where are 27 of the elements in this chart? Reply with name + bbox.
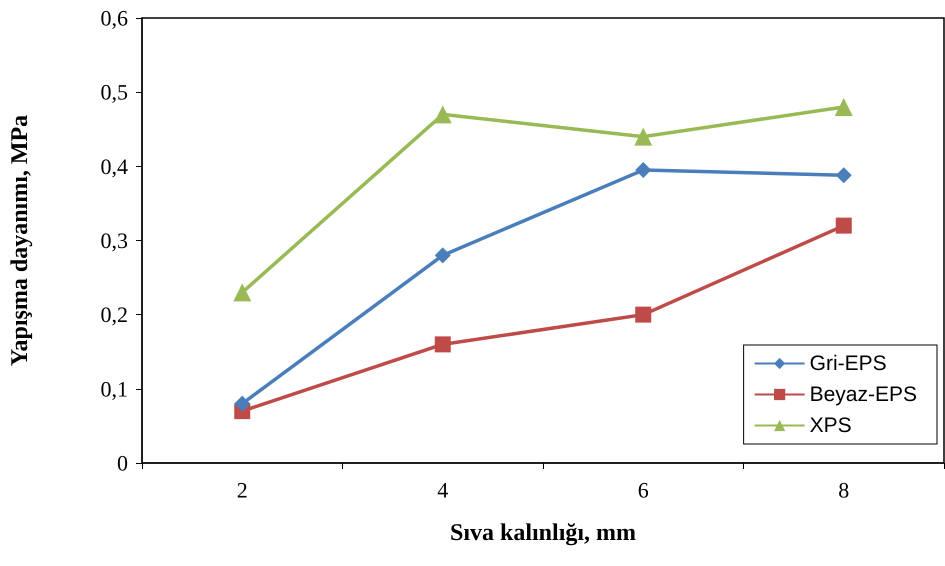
- point: [635, 162, 652, 178]
- point: [434, 105, 452, 124]
- point: [634, 128, 652, 146]
- x-tick-label: 8: [838, 478, 850, 502]
- y-tick-label: 0,1: [100, 376, 128, 402]
- x-tick-label: 6: [638, 478, 649, 502]
- y-tick-label: 0,4: [100, 154, 128, 179]
- point: [434, 336, 451, 352]
- x-tick-label: 4: [437, 478, 448, 502]
- y-tick-label: 0,6: [100, 6, 128, 30]
- y-tick-label: 0,2: [100, 302, 128, 328]
- x-axis-title: Sıva kalınlığı, mm: [450, 520, 636, 546]
- point: [836, 167, 852, 184]
- point: [834, 98, 853, 116]
- legend-label: Gri-EPS: [810, 352, 887, 375]
- point: [836, 218, 852, 234]
- x-tick-label: 2: [236, 478, 248, 502]
- legend-label: XPS: [810, 414, 852, 437]
- point: [234, 396, 250, 412]
- point: [233, 283, 252, 302]
- y-tick-label: 0,3: [100, 228, 128, 253]
- y-axis-title: Yapışma dayanımı, MPa: [7, 114, 33, 366]
- point: [635, 306, 652, 323]
- y-tick-label: 0,5: [100, 80, 128, 105]
- y-tick-label: 0: [117, 450, 128, 476]
- legend-label: Beyaz-EPS: [810, 383, 918, 406]
- point: [434, 247, 451, 264]
